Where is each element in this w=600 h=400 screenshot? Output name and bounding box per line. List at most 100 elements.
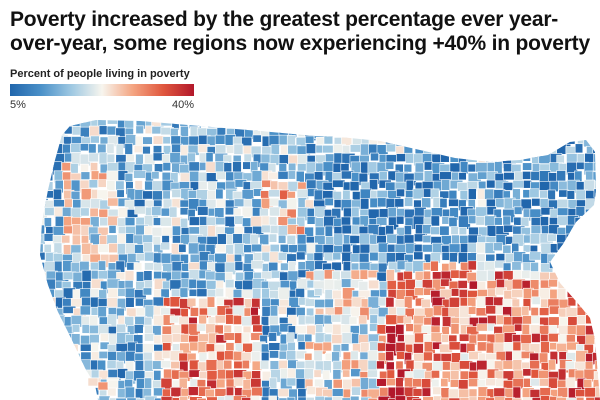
county-cell	[448, 397, 463, 400]
county-cell	[512, 144, 525, 156]
county-cell	[188, 261, 202, 271]
county-cell	[205, 388, 215, 400]
county-cell	[378, 120, 388, 128]
county-cell	[242, 161, 251, 170]
county-cell	[40, 181, 48, 195]
legend-label: Percent of people living in poverty	[10, 68, 190, 80]
county-cell	[413, 251, 424, 261]
county-cell	[476, 270, 488, 282]
county-cell	[207, 351, 217, 360]
county-cell	[223, 162, 233, 173]
county-cell	[514, 323, 523, 332]
county-cell	[448, 341, 461, 351]
county-cell	[476, 333, 489, 342]
county-cell	[493, 242, 503, 252]
county-cell	[40, 125, 47, 137]
county-cell	[40, 316, 49, 328]
county-cell	[135, 307, 146, 317]
county-cell	[79, 388, 89, 399]
county-cell	[331, 396, 343, 400]
county-cell	[595, 332, 600, 346]
county-cell	[197, 120, 209, 127]
county-cell	[423, 136, 438, 149]
county-cell	[557, 387, 568, 400]
county-cell	[306, 120, 317, 130]
county-cell	[593, 224, 600, 237]
county-cell	[179, 395, 189, 400]
county-cell	[405, 136, 414, 146]
county-cell	[376, 360, 385, 370]
county-cell	[80, 171, 91, 180]
county-cell	[529, 188, 540, 198]
county-cell	[475, 135, 490, 150]
county-cell	[593, 188, 600, 198]
county-cell	[133, 324, 144, 334]
county-cell	[233, 395, 247, 400]
county-cell	[574, 143, 584, 154]
county-cell	[286, 396, 296, 400]
county-cell	[359, 188, 372, 200]
county-cell	[73, 361, 82, 375]
county-cell	[342, 120, 352, 130]
county-cell	[558, 270, 570, 281]
county-cell	[394, 395, 406, 400]
county-cell	[53, 188, 62, 201]
county-cell	[585, 314, 598, 325]
county-cell	[531, 198, 542, 207]
county-cell	[556, 170, 566, 182]
county-cell	[403, 163, 413, 173]
county-cell	[485, 377, 498, 387]
county-cell	[439, 198, 448, 209]
county-cell	[574, 120, 584, 126]
county-cell	[81, 324, 90, 334]
county-cell	[494, 120, 504, 127]
county-cell	[477, 386, 489, 397]
county-cell	[394, 198, 405, 208]
county-cell	[162, 162, 171, 172]
county-cell	[243, 120, 255, 130]
county-cell	[313, 252, 324, 262]
county-cell	[575, 262, 590, 275]
county-cell	[251, 351, 261, 362]
county-cell	[539, 143, 548, 152]
county-cell	[198, 297, 209, 310]
county-cell	[40, 262, 45, 274]
county-cell	[549, 261, 560, 269]
county-cell	[297, 388, 307, 398]
county-cell	[133, 170, 147, 179]
county-cell	[297, 396, 309, 400]
county-cell	[44, 316, 56, 325]
county-cell	[442, 360, 452, 371]
county-cell	[40, 153, 51, 162]
county-cell	[547, 189, 556, 200]
county-cell	[46, 335, 57, 345]
county-cell	[142, 287, 153, 296]
county-cell	[215, 287, 224, 298]
county-cell	[270, 120, 279, 128]
county-cell	[97, 306, 107, 319]
county-cell	[530, 378, 541, 387]
county-cell	[423, 351, 433, 362]
county-cell	[567, 126, 577, 136]
county-cell	[54, 120, 69, 131]
county-cell	[423, 317, 432, 326]
county-cell	[547, 127, 557, 137]
county-cell	[369, 179, 378, 190]
county-cell	[305, 143, 317, 154]
county-cell	[377, 135, 391, 145]
county-cell	[466, 153, 478, 163]
county-cell	[440, 153, 450, 163]
county-cell	[520, 128, 535, 142]
county-cell	[44, 297, 57, 306]
county-cell	[153, 262, 163, 272]
county-cell	[115, 180, 125, 191]
county-cell	[171, 188, 182, 198]
legend-color-bar	[10, 84, 194, 96]
county-cell	[313, 369, 322, 378]
county-cell	[107, 197, 120, 207]
county-cell	[107, 386, 117, 397]
county-cell	[531, 397, 542, 400]
county-cell	[268, 342, 281, 351]
county-cell	[153, 334, 162, 345]
county-cell	[513, 120, 524, 128]
